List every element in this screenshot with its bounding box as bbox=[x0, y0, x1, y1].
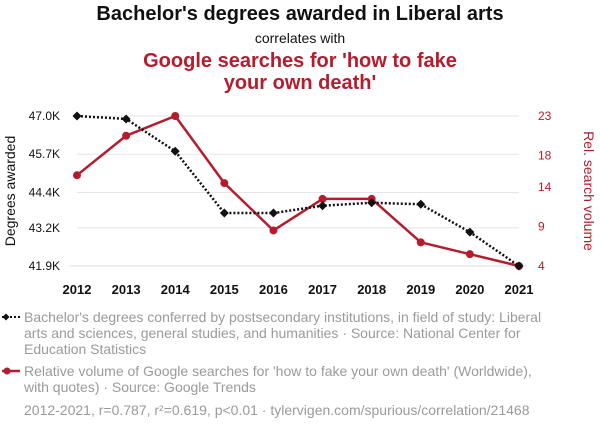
x-tick-label-9: 2021 bbox=[505, 282, 534, 297]
x-tick-label-3: 2015 bbox=[210, 282, 239, 297]
x-tick-label-1: 2013 bbox=[112, 282, 141, 297]
y-left-tick-label-1: 43.2K bbox=[29, 221, 60, 235]
y-left-tick-label-0: 41.9K bbox=[29, 259, 60, 273]
y-right-tick-label-2: 14 bbox=[538, 180, 552, 194]
x-tick-label-5: 2017 bbox=[308, 282, 337, 297]
y-left-tick-label-3: 45.7K bbox=[29, 147, 60, 161]
x-tick-label-8: 2020 bbox=[455, 282, 484, 297]
series-degrees-point-0 bbox=[72, 111, 82, 121]
series-degrees-point-6 bbox=[367, 198, 377, 208]
y-right-tick-label-3: 18 bbox=[538, 148, 552, 162]
chart-title: Bachelor's degrees awarded in Liberal ar… bbox=[96, 3, 504, 25]
y-right-axis-label: Rel. search volume bbox=[581, 131, 597, 251]
x-tick-label-0: 2012 bbox=[63, 282, 92, 297]
chart-plot: 41.9K 43.2K 44.4K 45.7K 47.0K 4 9 14 18 23 2012 201… bbox=[2, 109, 597, 297]
series-searches-point-2 bbox=[171, 112, 180, 120]
series-degrees-point-8 bbox=[465, 227, 475, 237]
series-degrees-point-2 bbox=[170, 146, 180, 156]
series-searches-point-3 bbox=[220, 179, 229, 188]
series-searches-point-0 bbox=[73, 171, 81, 180]
x-tick-label-7: 2019 bbox=[406, 282, 435, 297]
y-right-tick-label-4: 23 bbox=[538, 109, 552, 123]
series-degrees-point-1 bbox=[121, 114, 131, 124]
series-searches-point-4 bbox=[269, 226, 278, 235]
series-searches-point-1 bbox=[122, 131, 131, 140]
y-left-tick-label-2: 44.4K bbox=[29, 185, 60, 199]
legend-marker-searches bbox=[2, 367, 20, 375]
series-degrees-point-5 bbox=[318, 201, 328, 211]
series-searches-point-8 bbox=[465, 250, 474, 259]
x-tick-label-4: 2016 bbox=[259, 282, 288, 297]
y-right-tick-label-1: 9 bbox=[538, 220, 545, 234]
legend-text-searches: Relative volume of Google searches for '… bbox=[24, 363, 532, 395]
series-degrees-point-9 bbox=[514, 261, 524, 271]
legend-text-degrees: Bachelor's degrees conferred by postseco… bbox=[24, 309, 542, 357]
series-searches-point-5 bbox=[318, 194, 327, 203]
series-degrees-point-7 bbox=[416, 199, 426, 209]
series-degrees-line bbox=[76, 114, 520, 268]
chart-subtitle: Google searches for 'how to fake your ow… bbox=[143, 50, 457, 94]
x-tick-label-2: 2014 bbox=[161, 282, 191, 297]
series-degrees-point-3 bbox=[219, 208, 229, 218]
series-searches-point-7 bbox=[416, 238, 425, 247]
y-left-tick-label-4: 47.0K bbox=[29, 109, 60, 123]
x-tick-label-6: 2018 bbox=[357, 282, 386, 297]
chart-connector: correlates with bbox=[254, 30, 346, 46]
legend-marker-degrees bbox=[2, 313, 20, 321]
y-right-tick-label-0: 4 bbox=[538, 259, 545, 273]
series-degrees-point-4 bbox=[268, 208, 278, 218]
series-searches-line bbox=[76, 114, 520, 268]
y-left-axis-label: Degrees awarded bbox=[2, 136, 18, 247]
footnote: 2012-2021, r=0.787, r²=0.619, p<0.01 · t… bbox=[24, 402, 530, 418]
